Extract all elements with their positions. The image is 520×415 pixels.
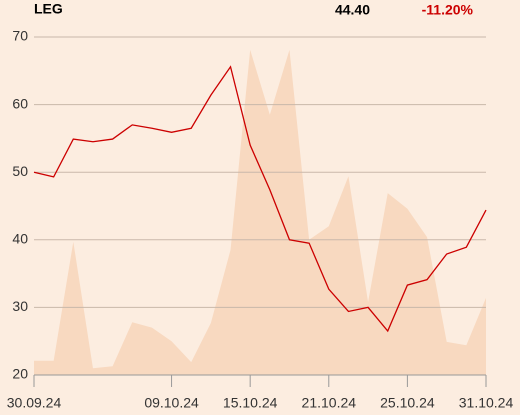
x-tick-label: 30.09.24	[7, 395, 62, 411]
chart-title: LEG	[34, 1, 63, 17]
y-tick-label: 30	[12, 298, 28, 314]
x-tick-label: 25.10.24	[380, 395, 435, 411]
line	[33, 65, 487, 333]
x-tick-label: 21.10.24	[302, 395, 357, 411]
x-tick-label: 15.10.24	[223, 395, 278, 411]
y-tick-label: 20	[12, 366, 28, 382]
y-tick-label: 50	[12, 163, 28, 179]
price: 44.40	[335, 2, 370, 18]
y-tick-label: 70	[12, 28, 28, 44]
area	[34, 49, 486, 376]
change: -11.20%	[422, 2, 474, 18]
x-tick-label: 31.10.24	[459, 395, 514, 411]
y-tick-label: 40	[12, 231, 28, 247]
y-tick-label: 60	[12, 95, 28, 111]
x-tick-label: 09.10.24	[144, 395, 199, 411]
